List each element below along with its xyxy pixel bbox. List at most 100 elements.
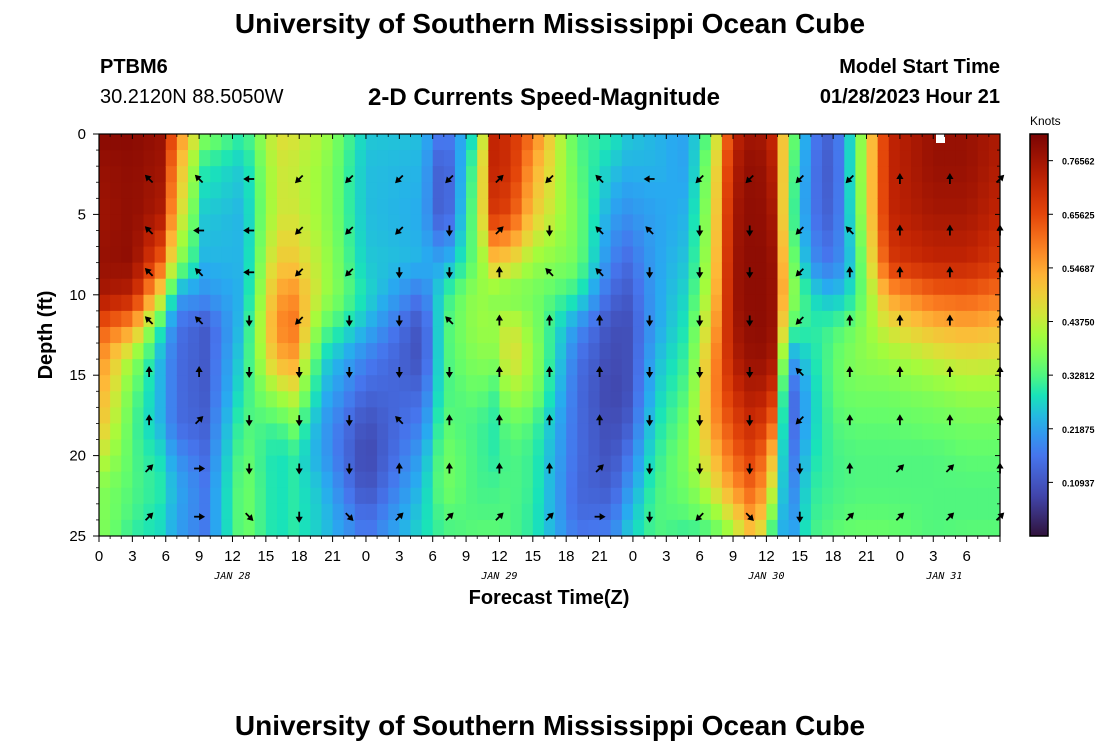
- heatmap-cell: [710, 230, 723, 248]
- heatmap-cell: [210, 134, 222, 151]
- heatmap-cell: [699, 455, 712, 473]
- heatmap-cell: [766, 423, 779, 441]
- current-arrow-head: [846, 414, 854, 421]
- heatmap-cell: [822, 439, 834, 457]
- heatmap-cell: [632, 294, 645, 312]
- heatmap-cell: [132, 439, 145, 457]
- heatmap-cell: [288, 343, 300, 360]
- heatmap-cell: [154, 455, 167, 473]
- heatmap-cell: [844, 375, 856, 392]
- heatmap-cell: [577, 519, 590, 536]
- current-arrow: [696, 367, 704, 378]
- heatmap-cell: [132, 310, 145, 328]
- current-arrow: [445, 225, 453, 237]
- heatmap-cell: [388, 359, 400, 376]
- heatmap-cell: [332, 503, 345, 521]
- heatmap-cell: [187, 198, 200, 215]
- heatmap-cell: [877, 134, 890, 151]
- heatmap-cell: [510, 407, 523, 425]
- heatmap-cell: [855, 455, 868, 473]
- current-arrow: [345, 512, 354, 521]
- current-arrow-head: [245, 372, 253, 378]
- heatmap-cell: [922, 230, 934, 248]
- current-arrow: [896, 314, 904, 326]
- heatmap-cell: [877, 262, 890, 280]
- heatmap-cell: [766, 134, 779, 151]
- heatmap-cell: [833, 471, 845, 489]
- heatmap-cell: [310, 407, 323, 425]
- heatmap-cell: [577, 166, 590, 183]
- heatmap-cell: [655, 519, 667, 536]
- heatmap-cell: [243, 150, 256, 167]
- heatmap-cell: [755, 166, 767, 183]
- heatmap-cell: [499, 375, 512, 392]
- heatmap-cell: [566, 214, 578, 232]
- current-arrow-head: [199, 464, 206, 473]
- heatmap-cell: [343, 134, 356, 151]
- current-arrow-head: [294, 227, 302, 235]
- heatmap-cell: [454, 166, 467, 183]
- current-arrow: [545, 314, 554, 326]
- heatmap-cell: [733, 439, 745, 457]
- heatmap-cell: [855, 294, 868, 312]
- heatmap-cell: [488, 391, 501, 408]
- x-tick-label: 21: [858, 548, 875, 565]
- heatmap-cell: [232, 294, 245, 312]
- heatmap-cell: [988, 182, 1000, 199]
- heatmap-cell: [521, 471, 534, 489]
- heatmap-cell: [955, 471, 968, 489]
- heatmap-cell: [510, 230, 523, 248]
- heatmap-cell: [822, 391, 834, 408]
- heatmap-cell: [499, 166, 512, 183]
- heatmap-cell: [243, 391, 256, 408]
- heatmap-cell: [254, 519, 267, 536]
- heatmap-cell: [399, 230, 412, 248]
- heatmap-cell: [466, 214, 478, 232]
- heatmap-cell: [210, 439, 222, 457]
- heatmap-cell: [499, 294, 512, 312]
- heatmap-cell: [332, 439, 345, 457]
- heatmap-cell: [121, 519, 133, 536]
- heatmap-cell: [899, 166, 912, 183]
- heatmap-cell: [332, 182, 345, 199]
- heatmap-cell: [699, 407, 712, 425]
- current-arrow-head: [645, 272, 654, 279]
- heatmap-cell: [721, 134, 734, 151]
- heatmap-cell: [899, 503, 912, 521]
- current-arrow: [445, 512, 454, 521]
- heatmap-cell: [677, 278, 690, 296]
- heatmap-cell: [454, 230, 467, 248]
- current-arrow: [243, 226, 255, 235]
- heatmap-cell: [543, 294, 556, 312]
- heatmap-cell: [243, 262, 256, 280]
- heatmap-cell: [933, 198, 945, 215]
- current-arrow-head: [345, 372, 353, 378]
- heatmap-cell: [788, 375, 801, 392]
- heatmap-cell: [788, 326, 801, 344]
- heatmap-cell: [755, 134, 767, 151]
- heatmap-cell: [499, 423, 512, 441]
- heatmap-cell: [432, 439, 445, 457]
- heatmap-cell: [866, 310, 879, 328]
- heatmap-cell: [499, 487, 512, 505]
- heatmap-cell: [666, 294, 679, 312]
- heatmap-cell: [365, 310, 378, 328]
- heatmap-cell: [176, 182, 189, 199]
- current-arrow: [795, 226, 804, 235]
- heatmap-cell: [321, 246, 334, 264]
- heatmap-cell: [566, 391, 578, 408]
- heatmap-cell: [99, 230, 111, 248]
- current-arrow-head: [896, 414, 904, 421]
- heatmap-cell: [899, 326, 912, 344]
- current-arrow: [445, 367, 453, 378]
- heatmap-cell: [154, 182, 167, 199]
- heatmap-cell: [599, 230, 612, 248]
- heatmap-cell: [655, 198, 667, 215]
- heatmap-cell: [154, 134, 167, 151]
- heatmap-cell: [766, 214, 779, 232]
- current-arrow: [746, 315, 754, 327]
- heatmap-cell: [110, 246, 122, 264]
- heatmap-cell: [588, 294, 601, 312]
- heatmap-cell: [377, 230, 389, 248]
- current-arrow: [846, 414, 854, 426]
